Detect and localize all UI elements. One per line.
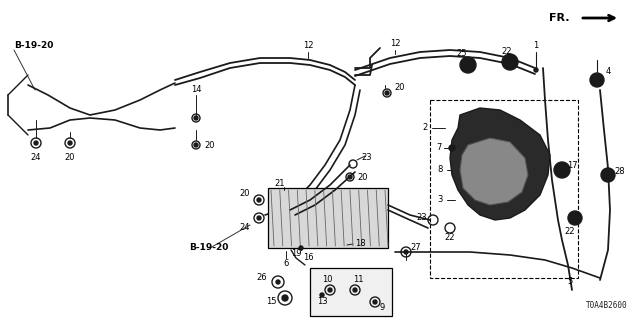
Circle shape <box>590 73 604 87</box>
Text: 21: 21 <box>275 179 285 188</box>
Text: 24: 24 <box>31 153 41 162</box>
Circle shape <box>572 215 578 221</box>
Circle shape <box>34 141 38 145</box>
Circle shape <box>465 62 471 68</box>
Circle shape <box>605 172 611 178</box>
Text: 2: 2 <box>423 124 428 132</box>
Polygon shape <box>450 108 550 220</box>
Circle shape <box>534 68 538 72</box>
Text: 23: 23 <box>362 154 372 163</box>
Text: 22: 22 <box>564 228 575 236</box>
Circle shape <box>348 175 352 179</box>
Circle shape <box>601 168 615 182</box>
Circle shape <box>449 145 455 151</box>
Text: 20: 20 <box>65 153 76 162</box>
Text: 25: 25 <box>457 50 467 59</box>
Circle shape <box>568 211 582 225</box>
Circle shape <box>594 77 600 83</box>
Text: 6: 6 <box>284 260 289 268</box>
Text: 8: 8 <box>438 165 443 174</box>
Bar <box>268 188 388 248</box>
Text: 20: 20 <box>358 172 368 181</box>
Circle shape <box>320 293 324 297</box>
Circle shape <box>299 246 303 250</box>
Circle shape <box>194 143 198 147</box>
Text: 10: 10 <box>322 276 332 284</box>
Text: 27: 27 <box>411 244 421 252</box>
Text: 5: 5 <box>568 277 573 286</box>
Text: 17: 17 <box>566 161 577 170</box>
Circle shape <box>257 198 261 202</box>
Circle shape <box>385 91 389 95</box>
Circle shape <box>404 250 408 254</box>
Text: 1: 1 <box>533 42 539 51</box>
Circle shape <box>282 295 288 301</box>
Circle shape <box>507 59 513 65</box>
Bar <box>310 268 392 316</box>
Text: 20: 20 <box>205 140 215 149</box>
Circle shape <box>194 116 198 120</box>
Circle shape <box>276 280 280 284</box>
Circle shape <box>328 288 332 292</box>
Text: 20: 20 <box>240 189 250 198</box>
Text: 20: 20 <box>395 84 405 92</box>
Text: 22: 22 <box>445 234 455 243</box>
Text: 11: 11 <box>353 276 364 284</box>
Circle shape <box>353 288 357 292</box>
Text: 28: 28 <box>614 167 625 177</box>
Text: 12: 12 <box>303 42 313 51</box>
Text: 3: 3 <box>438 196 443 204</box>
Text: FR.: FR. <box>550 13 570 23</box>
Text: 24: 24 <box>240 223 250 233</box>
Text: 23: 23 <box>417 213 428 222</box>
Circle shape <box>373 300 377 304</box>
Circle shape <box>460 57 476 73</box>
Text: 13: 13 <box>317 298 327 307</box>
Circle shape <box>554 162 570 178</box>
Text: 19: 19 <box>291 249 301 258</box>
Circle shape <box>502 54 518 70</box>
Circle shape <box>68 141 72 145</box>
Text: 15: 15 <box>266 298 276 307</box>
Text: 22: 22 <box>502 46 512 55</box>
Text: 26: 26 <box>257 274 268 283</box>
Circle shape <box>559 167 565 173</box>
Text: 16: 16 <box>303 253 314 262</box>
Text: 12: 12 <box>390 39 400 49</box>
Text: 14: 14 <box>191 84 201 93</box>
Text: B-19-20: B-19-20 <box>14 42 53 51</box>
Text: 4: 4 <box>605 68 611 76</box>
Text: 7: 7 <box>436 143 442 153</box>
Bar <box>430 100 578 278</box>
Text: 9: 9 <box>380 303 385 313</box>
Text: B-19-20: B-19-20 <box>189 244 228 252</box>
Circle shape <box>257 216 261 220</box>
Text: 18: 18 <box>355 239 365 249</box>
Polygon shape <box>460 138 528 205</box>
Text: T0A4B2600: T0A4B2600 <box>586 301 628 310</box>
